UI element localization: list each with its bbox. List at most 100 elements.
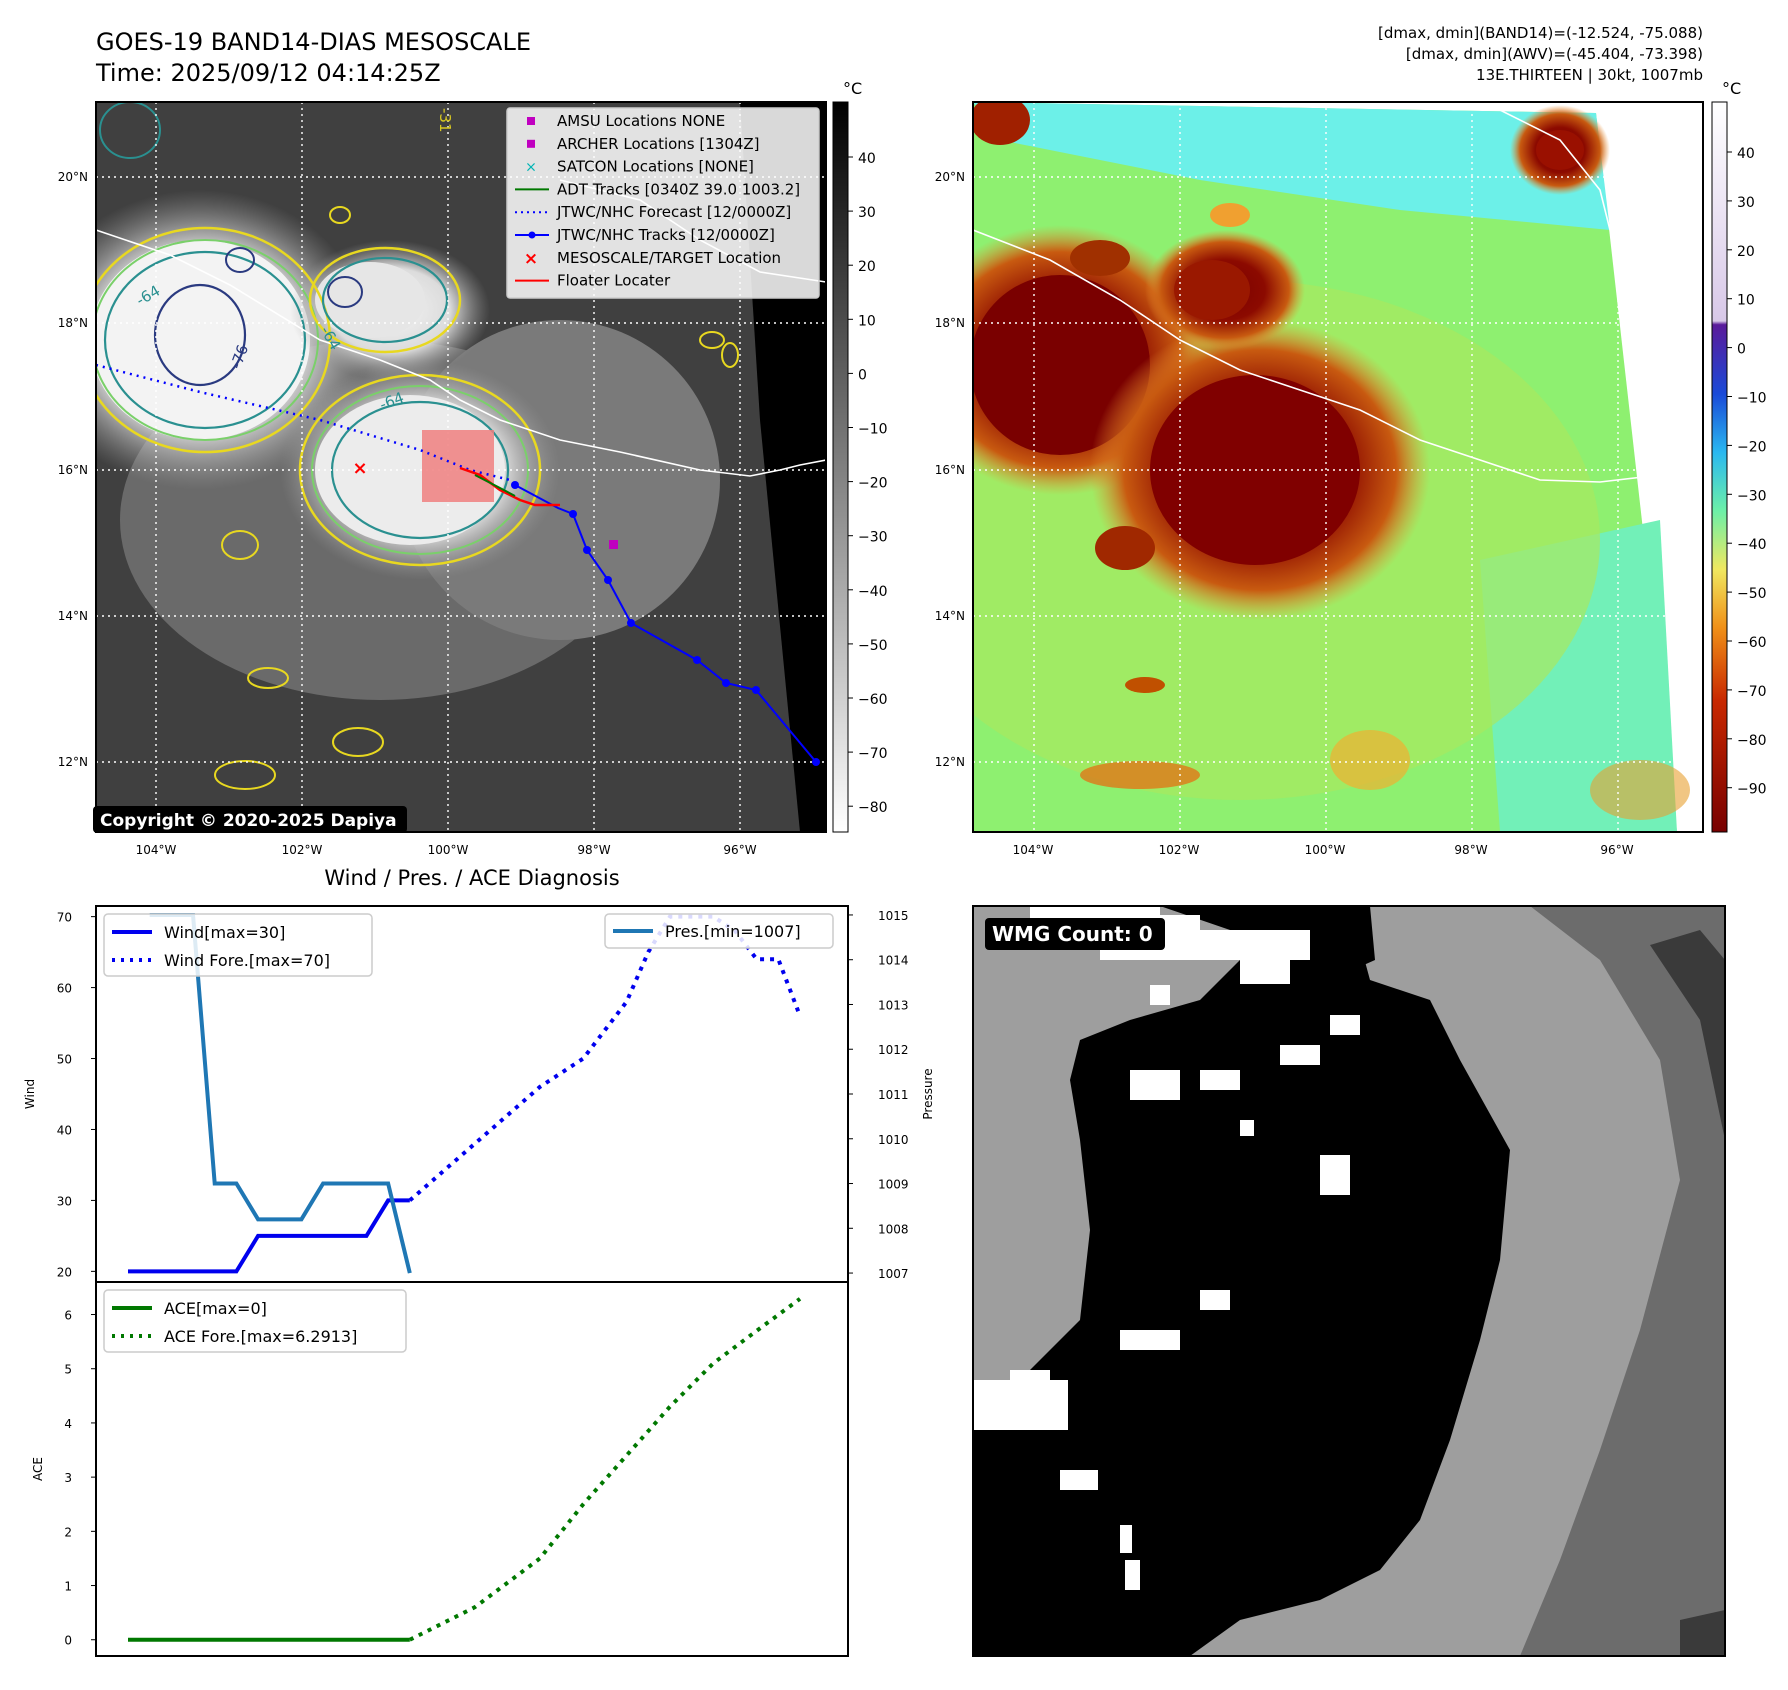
- y-tick-label: 30: [57, 1194, 72, 1208]
- colorbar-tick-label: 30: [858, 205, 876, 221]
- y-tick-label: 50: [57, 1053, 72, 1067]
- legend-marker: [528, 231, 536, 239]
- legend-pressure: Pres.[min=1007]: [665, 922, 801, 941]
- colorbar-tick-label: −40: [1737, 537, 1767, 553]
- legend-wind-forecast: Wind Fore.[max=70]: [164, 951, 330, 970]
- legend-marker: [527, 117, 535, 125]
- copyright-text: Copyright © 2020-2025 Dapiya: [100, 811, 397, 831]
- diagnosis-title: Wind / Pres. / ACE Diagnosis: [324, 866, 619, 890]
- series-line: [128, 1198, 410, 1274]
- legend-marker: [527, 139, 535, 148]
- ir-legend-item: AMSU Locations NONE: [527, 112, 725, 130]
- ir-legend-item: ADT Tracks [0340Z 39.0 1003.2]: [515, 180, 800, 198]
- ir-legend-item: JTWC/NHC Forecast [12/0000Z]: [515, 203, 791, 221]
- lon-label: 104°W: [1013, 843, 1054, 857]
- legend-wind: Wind[max=30]: [164, 923, 285, 942]
- awv-lat-labels: 20°N 18°N 16°N 14°N 12°N: [935, 170, 965, 769]
- ir-colorbar: [832, 101, 849, 833]
- info-line-2: [dmax, dmin](AWV)=(-45.404, -73.398): [1406, 45, 1703, 63]
- lon-label: 100°W: [1305, 843, 1346, 857]
- legend-marker: ×: [524, 249, 538, 269]
- archer-marker: [609, 540, 618, 549]
- colorbar-tick-label: −10: [858, 422, 888, 438]
- y-tick-label: 6: [64, 1309, 72, 1323]
- pressure-axis-label: Pressure: [921, 1068, 935, 1119]
- awv-colorbar-ticks: 40 30 20 10 0 −10 −20 −30 −40 −50 −60 −70 −80 −90: [1727, 146, 1767, 798]
- mesoscale-box: [422, 430, 494, 502]
- wmg-panel: [973, 906, 1725, 1656]
- colorbar-tick-label: 20: [858, 259, 876, 275]
- y-tick-label: 60: [57, 982, 72, 996]
- pressure-legend: Pres.[min=1007]: [604, 913, 834, 949]
- figure-title: GOES-19 BAND14-DIAS MESOSCALE: [96, 28, 531, 56]
- y-tick-label: 40: [57, 1123, 72, 1137]
- colorbar-tick-label: 40: [858, 151, 876, 167]
- y-tick-right-label: 1013: [878, 998, 909, 1012]
- ir-legend-label: ARCHER Locations [1304Z]: [557, 135, 760, 153]
- info-line-1: [dmax, dmin](BAND14)=(-12.524, -75.088): [1378, 24, 1703, 42]
- contour-label: -31: [436, 108, 454, 133]
- ir-colorbar-ticks: 40 30 20 10 0 −10 −20 −30 −40 −50 −60 −70 −80: [848, 151, 888, 816]
- adt-track-line: [474, 474, 516, 497]
- awv-colorbar: [1711, 101, 1728, 833]
- colorbar-tick-label: −60: [858, 692, 888, 708]
- ir-legend-item: Floater Locater: [515, 272, 671, 290]
- colorbar-tick-label: 0: [1737, 342, 1746, 358]
- lat-label: 20°N: [935, 170, 965, 184]
- ace-chart: 6 5 4 3 2 1 0: [64, 1297, 802, 1648]
- colorbar-tick-label: −90: [1737, 782, 1767, 798]
- y-tick-label: 70: [57, 911, 72, 925]
- y-tick-label: 20: [57, 1265, 72, 1279]
- copyright-badge: [93, 806, 407, 833]
- y-tick-label: 4: [64, 1417, 72, 1431]
- ace-legend: ACE[max=0] ACE Fore.[max=6.2913]: [103, 1289, 407, 1353]
- colorbar-tick-label: −50: [1737, 586, 1767, 602]
- ir-legend-item: ARCHER Locations [1304Z]: [527, 135, 760, 153]
- lat-label: 16°N: [935, 463, 965, 477]
- legend-ace: ACE[max=0]: [164, 1299, 267, 1318]
- ir-legend: AMSU Locations NONE ARCHER Locations [130…: [506, 107, 820, 299]
- lat-label: 12°N: [935, 755, 965, 769]
- colorbar-tick-label: −70: [1737, 684, 1767, 700]
- awv-lon-labels: 104°W 102°W 100°W 98°W 96°W: [1013, 843, 1634, 857]
- colorbar-tick-label: 40: [1737, 146, 1755, 162]
- y-tick-right-label: 1010: [878, 1133, 909, 1147]
- colorbar-tick-label: −30: [1737, 488, 1767, 504]
- wind-legend: Wind[max=30] Wind Fore.[max=70]: [103, 913, 373, 977]
- colorbar-tick-label: 30: [1737, 195, 1755, 211]
- lon-label: 100°W: [428, 843, 469, 857]
- lon-label: 96°W: [1600, 843, 1633, 857]
- colorbar-tick-label: −20: [1737, 439, 1767, 455]
- lon-label: 102°W: [282, 843, 323, 857]
- lat-label: 16°N: [58, 463, 88, 477]
- ir-legend-label: JTWC/NHC Forecast [12/0000Z]: [556, 203, 791, 221]
- colorbar-tick-label: −80: [858, 800, 888, 816]
- colorbar-tick-label: 10: [1737, 293, 1755, 309]
- y-tick-right-label: 1009: [878, 1178, 909, 1192]
- ir-legend-label: ADT Tracks [0340Z 39.0 1003.2]: [557, 180, 800, 198]
- y-tick-right-label: 1015: [878, 909, 909, 923]
- series-line: [408, 914, 802, 1202]
- y-tick-label: 3: [64, 1471, 72, 1485]
- y-tick-right-label: 1008: [878, 1222, 909, 1236]
- ir-legend-item: × SATCON Locations [NONE]: [525, 158, 754, 176]
- lon-label: 96°W: [723, 843, 756, 857]
- ace-axis-label: ACE: [31, 1457, 45, 1481]
- ir-legend-label: SATCON Locations [NONE]: [557, 158, 754, 176]
- colorbar-tick-label: −60: [1737, 635, 1767, 651]
- lon-label: 98°W: [1454, 843, 1487, 857]
- colorbar-tick-label: −40: [858, 584, 888, 600]
- awv-gridlines: [973, 102, 1703, 832]
- wmg-count: WMG Count: 0: [992, 922, 1153, 946]
- floater-locater-line: [459, 466, 560, 507]
- y-tick-right-label: 1011: [878, 1088, 909, 1102]
- ir-legend-item: × MESOSCALE/TARGET Location: [524, 249, 781, 269]
- colorbar-tick-label: −30: [858, 530, 888, 546]
- legend-marker: ×: [525, 160, 537, 176]
- target-marker: ×: [352, 458, 367, 479]
- colorbar-tick-label: −70: [858, 746, 888, 762]
- colorbar-tick-label: 0: [858, 367, 867, 383]
- info-line-3: 13E.THIRTEEN | 30kt, 1007mb: [1476, 66, 1703, 84]
- y-tick-label: 2: [64, 1525, 72, 1539]
